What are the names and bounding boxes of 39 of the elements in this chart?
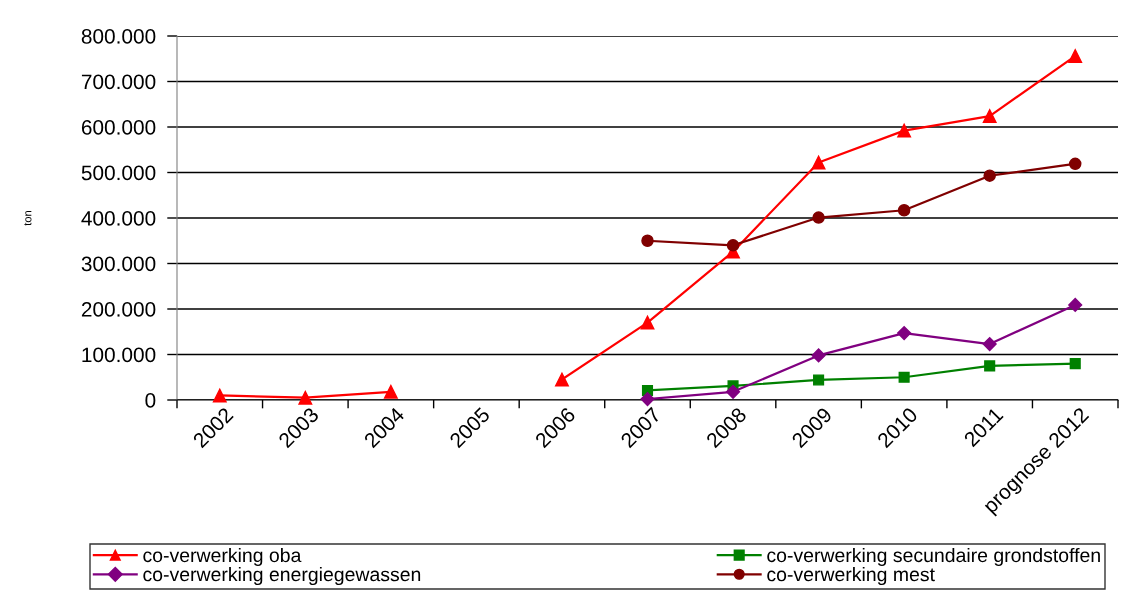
- legend-label: co-verwerking mest: [767, 566, 935, 586]
- point: [982, 109, 997, 124]
- point: [984, 360, 996, 372]
- y-tick-label: 200.000: [81, 302, 156, 317]
- y-tick-label: 700.000: [81, 74, 156, 90]
- point: [640, 315, 655, 330]
- point: [897, 123, 912, 138]
- point: [298, 390, 313, 405]
- y-tick-label: 100.000: [82, 347, 156, 363]
- point: [383, 384, 398, 399]
- y-tick-label: 300.000: [81, 256, 156, 272]
- point: [897, 204, 911, 217]
- legend-label: co-verwerking oba: [143, 547, 302, 567]
- point: [811, 155, 826, 170]
- point: [982, 336, 997, 352]
- point: [1069, 358, 1081, 370]
- legend-label: co-verwerking secundaire grondstoffen: [767, 547, 1100, 567]
- y-tick-label: 500.000: [81, 165, 156, 181]
- point: [983, 169, 996, 182]
- point: [555, 372, 569, 387]
- y-axis-title: ton: [24, 211, 32, 226]
- point: [726, 239, 740, 252]
- point: [811, 348, 826, 363]
- point: [813, 374, 825, 386]
- point: [1068, 49, 1083, 63]
- point: [212, 388, 227, 403]
- point: [812, 211, 825, 224]
- point: [1068, 297, 1083, 312]
- legend-label: co-verwerking energiegewassen: [143, 566, 421, 586]
- y-tick-label: 0: [145, 393, 156, 408]
- point: [725, 384, 741, 399]
- point: [641, 234, 654, 248]
- point: [897, 326, 912, 341]
- point: [640, 392, 655, 407]
- y-tick-label: 800.000: [81, 29, 156, 44]
- y-tick-label: 600.000: [81, 120, 156, 135]
- point: [1068, 157, 1082, 171]
- point: [898, 371, 910, 383]
- y-tick-label: 400.000: [81, 211, 156, 226]
